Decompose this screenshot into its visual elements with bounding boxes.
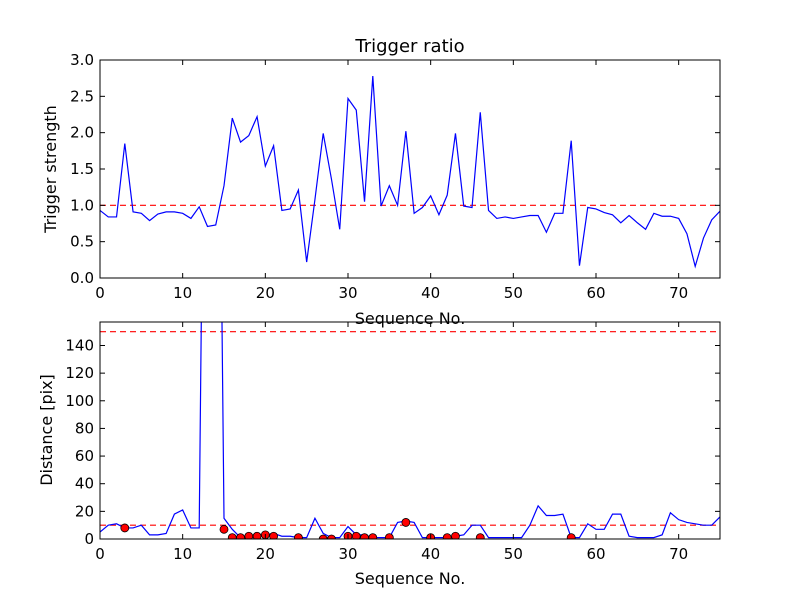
y-tick-label: 20 (75, 502, 94, 520)
x-tick-label: 60 (586, 284, 605, 302)
trigger-marker (401, 518, 411, 527)
trigger-marker (384, 533, 394, 539)
y-tick-label: 120 (65, 364, 94, 382)
x-axis-label: Sequence No. (355, 309, 466, 328)
x-tick-label: 60 (586, 545, 605, 563)
trigger-marker (236, 533, 245, 539)
plot-area (100, 75, 720, 269)
y-tick-label: 0.5 (70, 233, 94, 251)
y-axis-label: Trigger strength (41, 105, 60, 234)
y-tick-label: 100 (65, 392, 94, 410)
trigger-marker (252, 531, 262, 539)
trigger-strength-line (100, 75, 720, 269)
x-tick-label: 10 (173, 545, 192, 563)
trigger-marker (294, 533, 303, 539)
y-tick-label: 140 (65, 336, 94, 354)
x-axis: 0 10 20 30 40 50 60 70 (95, 60, 688, 302)
trigger-marker (219, 524, 229, 534)
x-tick-label: 40 (421, 545, 440, 563)
trigger-marker (442, 533, 452, 539)
x-tick-label: 70 (669, 284, 688, 302)
x-axis: 0 10 20 30 40 50 60 70 (95, 322, 688, 563)
x-tick-label: 20 (256, 284, 275, 302)
y-tick-label: 0 (84, 530, 94, 548)
y-tick-label: 3.0 (70, 51, 94, 69)
y-tick-label: 40 (75, 475, 94, 493)
x-tick-label: 70 (669, 545, 688, 563)
x-tick-label: 50 (504, 545, 523, 563)
y-tick-label: 1.5 (70, 160, 94, 178)
trigger-marker (318, 534, 328, 539)
x-tick-label: 30 (338, 284, 357, 302)
trigger-marker (327, 534, 336, 539)
y-tick-label: 1.0 (70, 196, 94, 214)
trigger-marker (475, 533, 485, 539)
y-tick-label: 2.0 (70, 124, 94, 142)
x-tick-label: 10 (173, 284, 192, 302)
y-tick-label: 0.0 (70, 269, 94, 287)
x-tick-label: 50 (504, 284, 523, 302)
distance-line (100, 322, 720, 539)
axes-frame (99, 321, 721, 540)
y-axis-label: Distance [pix] (37, 374, 56, 486)
x-tick-label: 40 (421, 284, 440, 302)
trigger-marker (351, 531, 361, 539)
trigger-marker (451, 531, 460, 539)
trigger-marker (566, 533, 576, 539)
x-tick-label: 0 (95, 284, 105, 302)
y-tick-label: 2.5 (70, 87, 94, 105)
trigger-ratio-chart: Trigger ratio 0 10 20 30 40 50 60 70 0.0 0.5 1.0 1… (41, 36, 721, 328)
distance-chart: 0 10 20 30 40 50 60 70 0 20 40 60 80 100 120 140 Seque… (37, 321, 721, 588)
y-axis: 0 20 40 60 80 100 120 140 (65, 336, 720, 548)
x-tick-label: 30 (338, 545, 357, 563)
trigger-marker (368, 533, 378, 539)
y-tick-label: 60 (75, 447, 94, 465)
x-tick-label: 20 (256, 545, 275, 563)
trigger-marker (120, 523, 130, 533)
chart-title: Trigger ratio (354, 36, 464, 57)
x-axis-label: Sequence No. (355, 569, 466, 588)
x-tick-label: 0 (95, 545, 105, 563)
y-tick-label: 80 (75, 419, 94, 437)
trigger-marker (269, 531, 278, 539)
y-axis: 0.0 0.5 1.0 1.5 2.0 2.5 3.0 (70, 51, 720, 287)
